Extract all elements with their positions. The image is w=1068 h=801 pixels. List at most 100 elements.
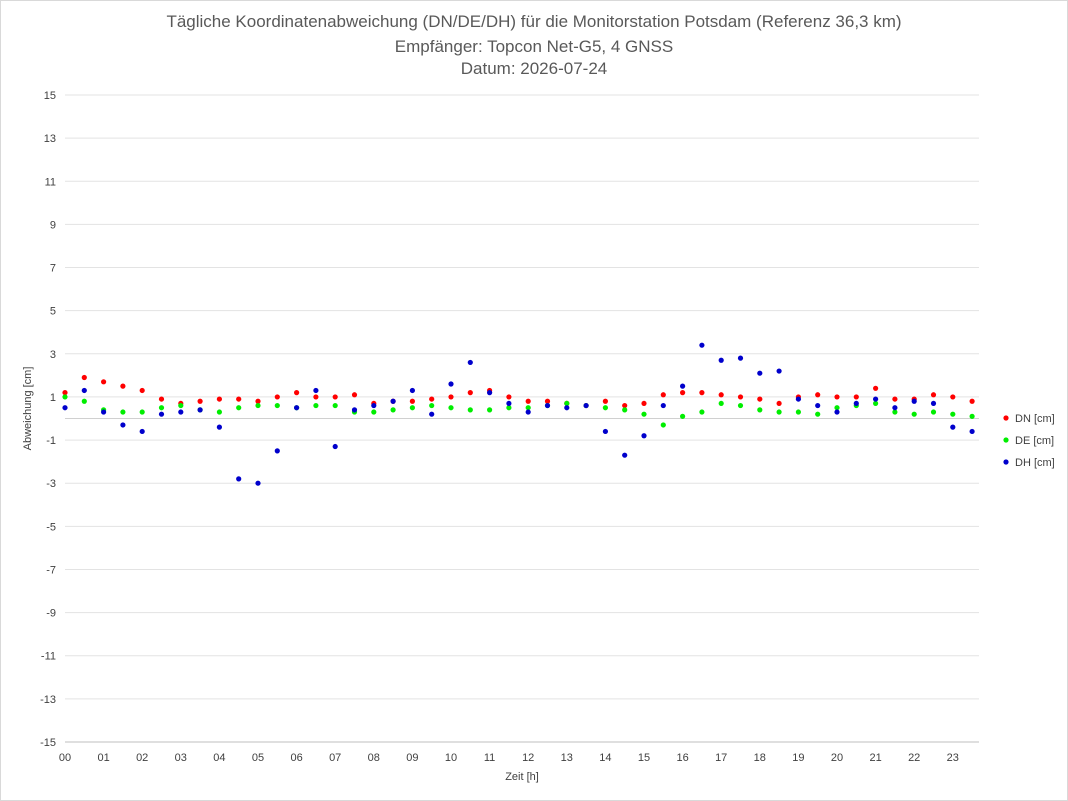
data-point-1 <box>680 390 686 396</box>
y-tick-label: -3 <box>46 478 56 490</box>
data-point-1 <box>236 396 242 402</box>
y-axis-title: Abweichung [cm] <box>22 367 34 451</box>
data-point-3 <box>757 370 763 376</box>
x-tick-label: 20 <box>831 752 843 764</box>
data-point-3 <box>911 398 917 404</box>
data-point-1 <box>448 394 454 400</box>
data-point-3 <box>680 383 686 389</box>
x-tick-label: 00 <box>59 752 71 764</box>
data-point-3 <box>873 396 879 402</box>
data-point-1 <box>158 396 165 402</box>
y-tick-label: -7 <box>46 564 56 576</box>
legend-label: DE [cm] <box>1015 435 1054 447</box>
x-tick-label: 17 <box>715 752 727 764</box>
data-point-2 <box>120 409 126 415</box>
x-tick-label: 21 <box>869 752 881 764</box>
x-tick-label: 15 <box>638 752 650 764</box>
data-point-1 <box>660 392 666 398</box>
data-point-1 <box>120 383 126 389</box>
data-point-2 <box>602 405 609 411</box>
data-point-3 <box>81 387 87 394</box>
data-point-2 <box>81 398 87 404</box>
y-tick-label: 1 <box>50 392 56 404</box>
data-point-3 <box>487 390 493 396</box>
data-point-1 <box>139 387 145 394</box>
data-point-3 <box>776 368 782 374</box>
data-point-1 <box>892 396 898 402</box>
data-point-3 <box>409 387 415 394</box>
data-point-2 <box>641 411 647 417</box>
x-tick-label: 11 <box>484 752 495 764</box>
x-tick-label: 16 <box>676 752 688 764</box>
x-tick-label: 05 <box>252 752 264 764</box>
data-point-2 <box>216 409 222 415</box>
data-point-3 <box>737 355 744 361</box>
data-point-2 <box>718 400 724 407</box>
data-point-2 <box>390 407 396 413</box>
data-point-2 <box>371 409 377 415</box>
x-tick-label: 13 <box>561 752 573 764</box>
data-point-2 <box>757 407 763 413</box>
data-point-1 <box>930 392 937 398</box>
data-point-2 <box>255 402 261 409</box>
data-point-1 <box>429 396 435 402</box>
data-point-1 <box>602 398 609 404</box>
data-point-2 <box>158 405 165 411</box>
grid-lines <box>65 94 979 743</box>
data-point-3 <box>294 405 300 411</box>
data-point-3 <box>274 448 280 454</box>
data-point-3 <box>834 409 840 415</box>
x-tick-label: 02 <box>136 752 148 764</box>
data-point-3 <box>120 422 126 428</box>
x-tick-label: 22 <box>908 752 920 764</box>
x-tick-label: 07 <box>329 752 341 764</box>
data-point-3 <box>892 405 898 411</box>
y-tick-label: -9 <box>46 608 56 620</box>
data-point-2 <box>274 402 280 409</box>
data-point-1 <box>757 396 763 402</box>
x-tick-label: 12 <box>522 752 534 764</box>
legend: DN [cm] DE [cm] DH [cm] <box>1003 413 1055 469</box>
y-tick-label: -15 <box>40 737 56 749</box>
data-point-2 <box>429 402 435 409</box>
data-point-1 <box>815 392 821 398</box>
data-point-2 <box>911 411 917 417</box>
data-point-1 <box>351 392 358 398</box>
data-point-1 <box>622 402 628 409</box>
data-point-2 <box>873 400 879 407</box>
chart-title: Tägliche Koordinatenabweichung (DN/DE/DH… <box>166 12 902 31</box>
data-point-3 <box>718 357 724 363</box>
data-point-3 <box>564 405 570 411</box>
data-point-3 <box>853 400 859 407</box>
y-tick-label: 7 <box>50 263 56 275</box>
data-point-1 <box>467 390 473 396</box>
y-tick-label: 11 <box>45 176 56 188</box>
y-tick-label: 13 <box>44 133 56 145</box>
data-point-2 <box>930 409 937 415</box>
data-point-1 <box>969 398 975 404</box>
y-tick-label: 15 <box>44 90 56 102</box>
data-point-3 <box>525 409 531 415</box>
data-point-3 <box>506 400 512 407</box>
data-point-1 <box>834 394 840 400</box>
data-point-1 <box>62 390 68 396</box>
y-tick-label: 5 <box>50 306 56 318</box>
data-point-3 <box>930 400 937 407</box>
data-point-2 <box>969 413 975 419</box>
data-point-3 <box>158 411 165 417</box>
data-point-2 <box>660 422 666 428</box>
legend-marker <box>1003 437 1009 443</box>
x-tick-labels: 00 01 02 03 04 05 06 07 08 09 10 11 12 13 14 15 16 17 18 19… <box>59 752 959 764</box>
x-tick-label: 14 <box>599 752 611 764</box>
data-point-3 <box>332 443 338 450</box>
data-point-3 <box>448 381 454 387</box>
data-point-3 <box>101 409 107 415</box>
data-point-3 <box>197 407 203 413</box>
axes <box>65 418 979 743</box>
x-tick-label: 18 <box>754 752 766 764</box>
chart-date-line: Datum: 2026-07-24 <box>460 59 608 78</box>
data-point-1 <box>197 398 203 404</box>
legend-marker <box>1003 415 1009 421</box>
data-point-1 <box>525 398 531 404</box>
